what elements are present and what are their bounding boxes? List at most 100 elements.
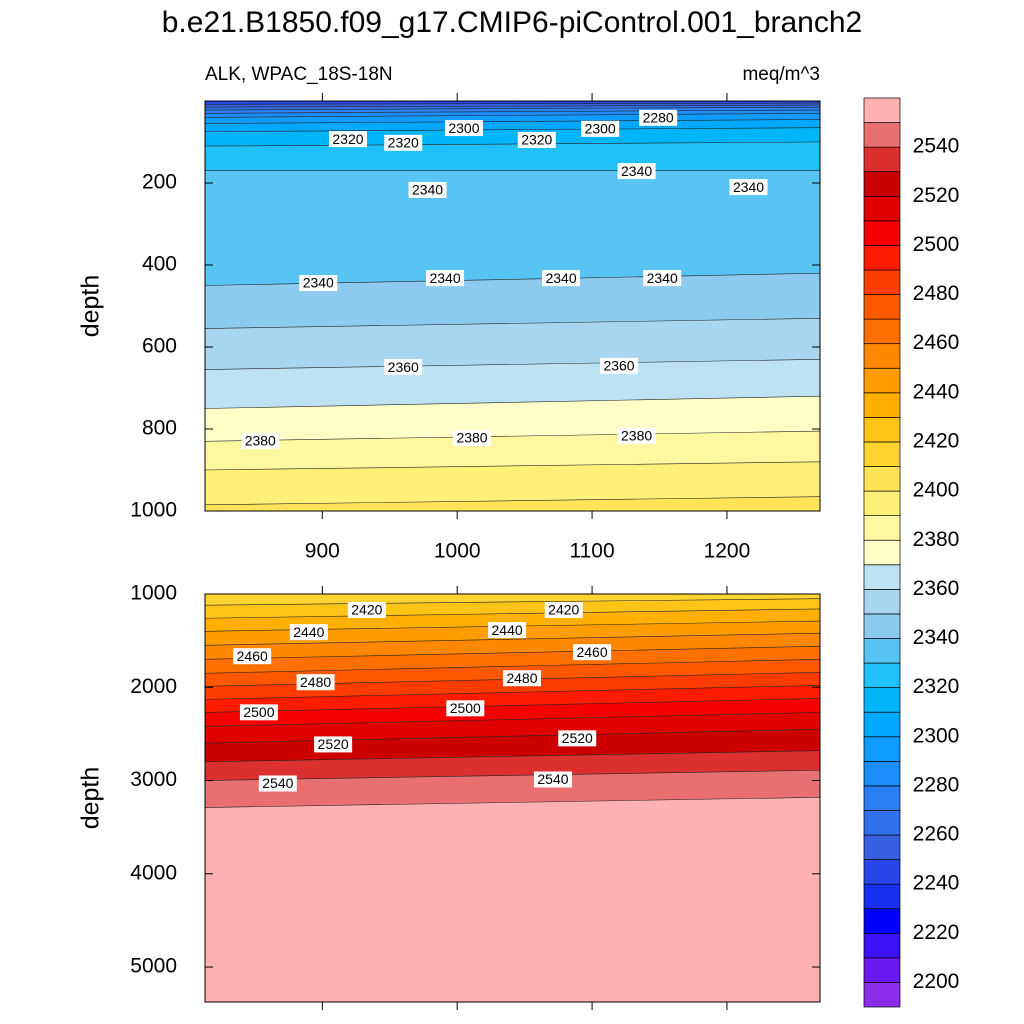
contour-fill (205, 712, 820, 744)
contour-fill (205, 170, 820, 286)
y-tick-label: 400 (142, 253, 177, 276)
contour-fill (205, 318, 820, 370)
contour-line (205, 104, 820, 108)
contour-label-box (600, 357, 639, 374)
contour-label-box (241, 432, 280, 449)
contour-fill (205, 359, 820, 409)
contour-label-box (384, 359, 423, 376)
y-tick-label: 1000 (130, 499, 177, 522)
contour-label-box (558, 730, 597, 747)
contour-fill (205, 770, 820, 808)
x-tick-label: 1100 (569, 540, 614, 563)
contour-line (205, 728, 820, 744)
y-tick-label: 4000 (130, 861, 177, 884)
colorbar-box (863, 245, 901, 271)
colorbar-tick-label: 2200 (913, 970, 960, 993)
contour-label: 2480 (506, 670, 537, 686)
contour-label-box (517, 131, 556, 148)
contour-label-box (299, 275, 338, 292)
contour-label: 2340 (545, 270, 576, 286)
colorbar-box (863, 417, 901, 443)
contour-line (205, 685, 820, 700)
colorbar-box (863, 736, 901, 762)
contour-label: 2440 (492, 622, 523, 638)
contour-label: 2300 (585, 121, 616, 137)
contour-line (205, 318, 820, 329)
colorbar-tick-label: 2380 (913, 528, 960, 551)
colorbar-box (863, 810, 901, 836)
contour-line (205, 598, 820, 606)
contour-label-box (581, 120, 620, 137)
contour-label-box (573, 644, 612, 661)
y-tick-label: 1000 (130, 582, 177, 605)
plot-frame (204, 100, 821, 512)
contour-label-box (617, 163, 656, 180)
x-tick-label: 1000 (434, 540, 481, 563)
colorbar-box (863, 294, 901, 320)
colorbar-box (863, 318, 901, 345)
colorbar-tick-label: 2360 (913, 577, 960, 600)
subtitle-left: ALK, WPAC_18S-18N (205, 64, 393, 85)
colorbar-box (863, 195, 901, 222)
contour-label-box (453, 430, 492, 447)
colorbar-box (863, 343, 901, 369)
contour-fill (205, 142, 820, 171)
colorbar-tick-label: 2440 (913, 380, 960, 403)
colorbar-tick-label: 2320 (913, 675, 960, 698)
contour-line (205, 106, 820, 111)
colorbar-box (863, 466, 901, 492)
contour-label: 2420 (548, 602, 579, 618)
contour-label: 2360 (388, 359, 419, 375)
colorbar-box (863, 883, 901, 910)
colorbar-box (863, 97, 901, 123)
contour-label: 2520 (318, 736, 349, 752)
colorbar-box (863, 539, 901, 566)
contour-label: 2500 (243, 704, 274, 720)
contour-fill (205, 461, 820, 505)
subtitle-right: meq/m^3 (742, 64, 820, 85)
y-axis-label: depth (77, 275, 105, 338)
colorbar-box (863, 613, 901, 639)
contour-fill (205, 608, 820, 632)
contour-line (205, 632, 820, 646)
colorbar-box (863, 662, 901, 688)
colorbar-box (863, 834, 901, 860)
contour-line (205, 109, 820, 114)
plot-frame (204, 593, 821, 1003)
colorbar-tick-label: 2500 (913, 233, 960, 256)
contour-fill (205, 633, 820, 660)
contour-label-box (533, 771, 572, 788)
colorbar-box (863, 490, 901, 516)
contour-label: 2340 (429, 270, 460, 286)
contour-label-box (258, 775, 297, 792)
colorbar-tick-label: 2220 (913, 921, 960, 944)
contour-label-box (347, 602, 386, 619)
colorbar-box (863, 269, 901, 295)
contour-fill (205, 496, 820, 511)
contour-label: 2320 (388, 135, 419, 151)
contour-label-box (408, 181, 447, 198)
contour-label-box (502, 670, 541, 687)
contour-label-box (617, 427, 656, 444)
contour-fill (205, 396, 820, 442)
contour-fill (205, 698, 820, 727)
contour-line (205, 712, 820, 727)
contour-label: 2300 (448, 120, 479, 136)
contour-label-box (729, 179, 768, 196)
contour-label: 2540 (537, 771, 568, 787)
contour-label-box (239, 704, 278, 721)
contour-line (205, 359, 820, 370)
contour-label-box (444, 120, 483, 137)
contour-label-box (233, 648, 272, 665)
contour-fill (205, 685, 820, 713)
y-axis-label: depth (77, 767, 105, 830)
contour-line (205, 127, 820, 133)
colorbar-box (863, 711, 901, 738)
contour-label: 2460 (237, 648, 268, 664)
contour-fill (205, 750, 820, 781)
colorbar-box (863, 638, 901, 664)
contour-label: 2340 (733, 179, 764, 195)
contour-line (205, 430, 820, 442)
contour-label-box (296, 674, 335, 691)
